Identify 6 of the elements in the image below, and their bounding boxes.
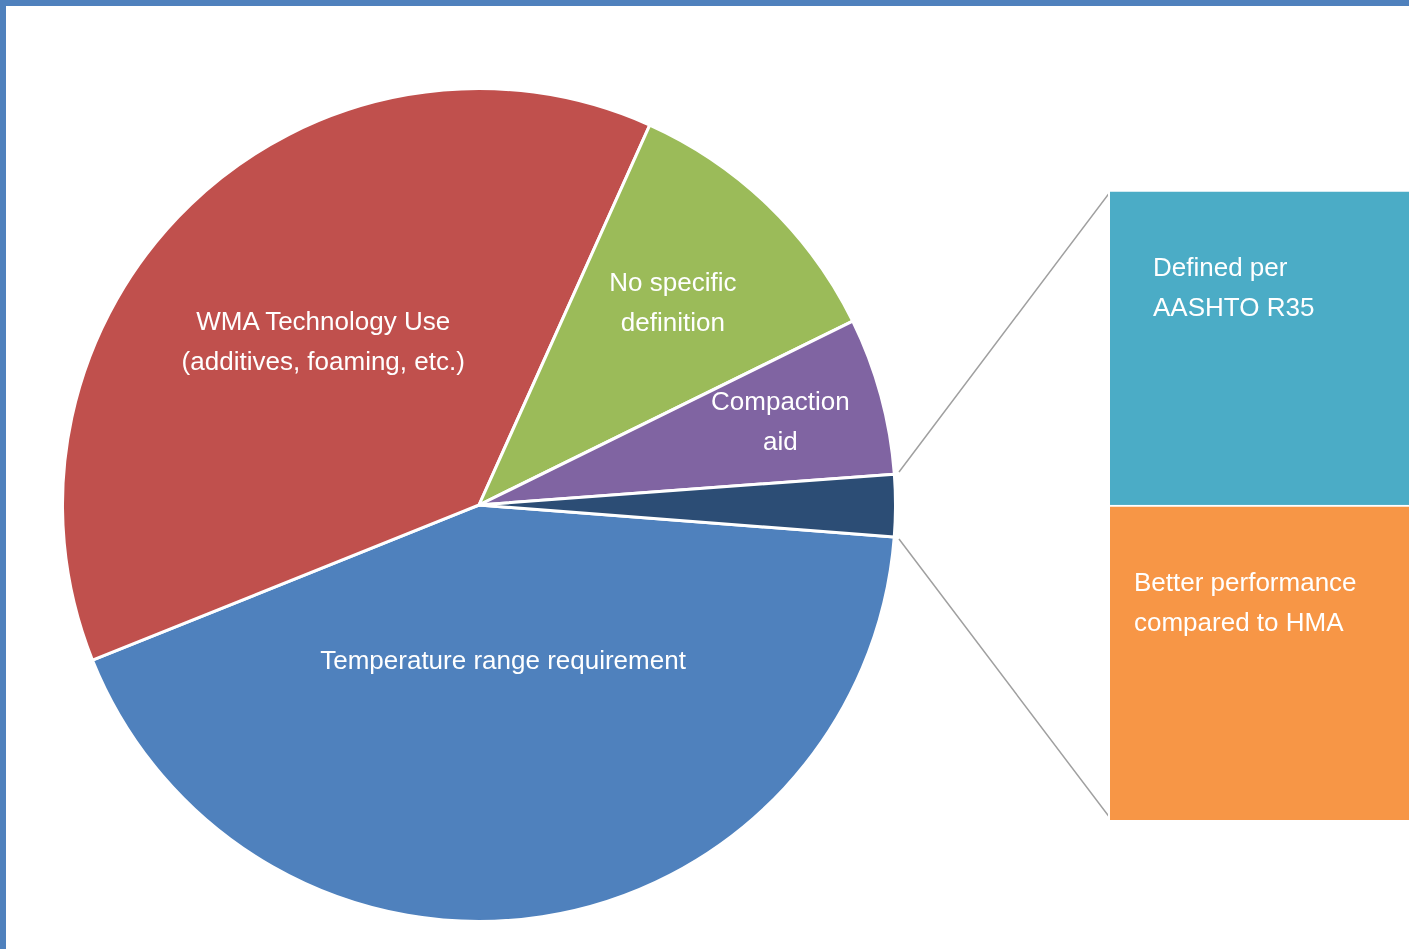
slice-label: No specific definition (609, 267, 737, 338)
slice-label: WMA Technology Use (additives, foaming, etc.) (181, 305, 465, 376)
slice-label: Compaction aid (711, 386, 850, 457)
series-label: Defined per AASHTO R35 (1153, 251, 1315, 322)
series-label: Better performance compared to HMA (1134, 566, 1357, 637)
slice-label: Temperature range requirement (320, 644, 687, 675)
